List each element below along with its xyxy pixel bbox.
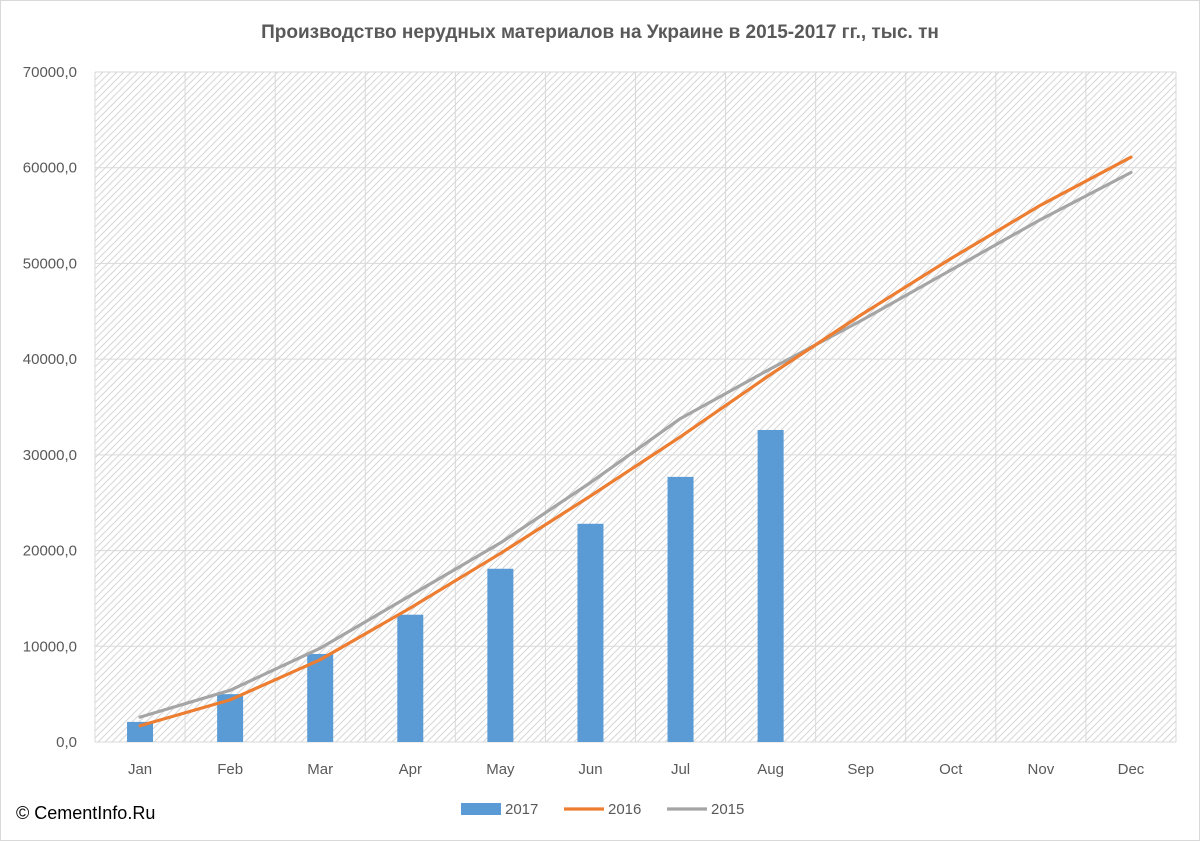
bar-2017 <box>127 721 154 742</box>
x-tick-label: Dec <box>1118 761 1145 778</box>
line-2016 <box>138 155 1133 728</box>
x-tick-label: Oct <box>939 761 963 778</box>
y-tick-label: 10000,0 <box>23 638 77 655</box>
legend-label-2017: 2017 <box>505 801 538 818</box>
legend-label-2016: 2016 <box>608 801 641 818</box>
bar-2017 <box>397 614 424 742</box>
y-tick-label: 50000,0 <box>23 255 77 272</box>
line-2015 <box>138 170 1133 719</box>
y-tick-label: 70000,0 <box>23 64 77 81</box>
legend-label-2015: 2015 <box>711 801 744 818</box>
y-tick-label: 40000,0 <box>23 351 77 368</box>
x-tick-label: Nov <box>1028 761 1055 778</box>
x-tick-label: Aug <box>757 761 784 778</box>
x-tick-label: Jun <box>578 761 602 778</box>
x-tick-label: Feb <box>217 761 243 778</box>
bar-2017 <box>307 653 334 742</box>
bar-2017 <box>487 568 514 742</box>
credit-text: © CementInfo.Ru <box>16 803 156 823</box>
y-tick-label: 20000,0 <box>23 543 77 560</box>
x-tick-label: Sep <box>847 761 874 778</box>
x-tick-label: Apr <box>399 761 422 778</box>
x-tick-label: Jul <box>671 761 690 778</box>
x-tick-label: May <box>486 761 515 778</box>
x-tick-label: Jan <box>128 761 152 778</box>
y-tick-label: 60000,0 <box>23 160 77 177</box>
y-tick-label: 30000,0 <box>23 447 77 464</box>
legend-swatch-2017 <box>461 803 501 815</box>
x-tick-label: Mar <box>307 761 333 778</box>
bar-2017 <box>667 476 694 742</box>
y-tick-label: 0,0 <box>56 734 77 751</box>
bar-2017 <box>577 523 604 742</box>
chart-title: Производство нерудных материалов на Укра… <box>261 22 939 43</box>
bar-2017 <box>757 429 784 742</box>
